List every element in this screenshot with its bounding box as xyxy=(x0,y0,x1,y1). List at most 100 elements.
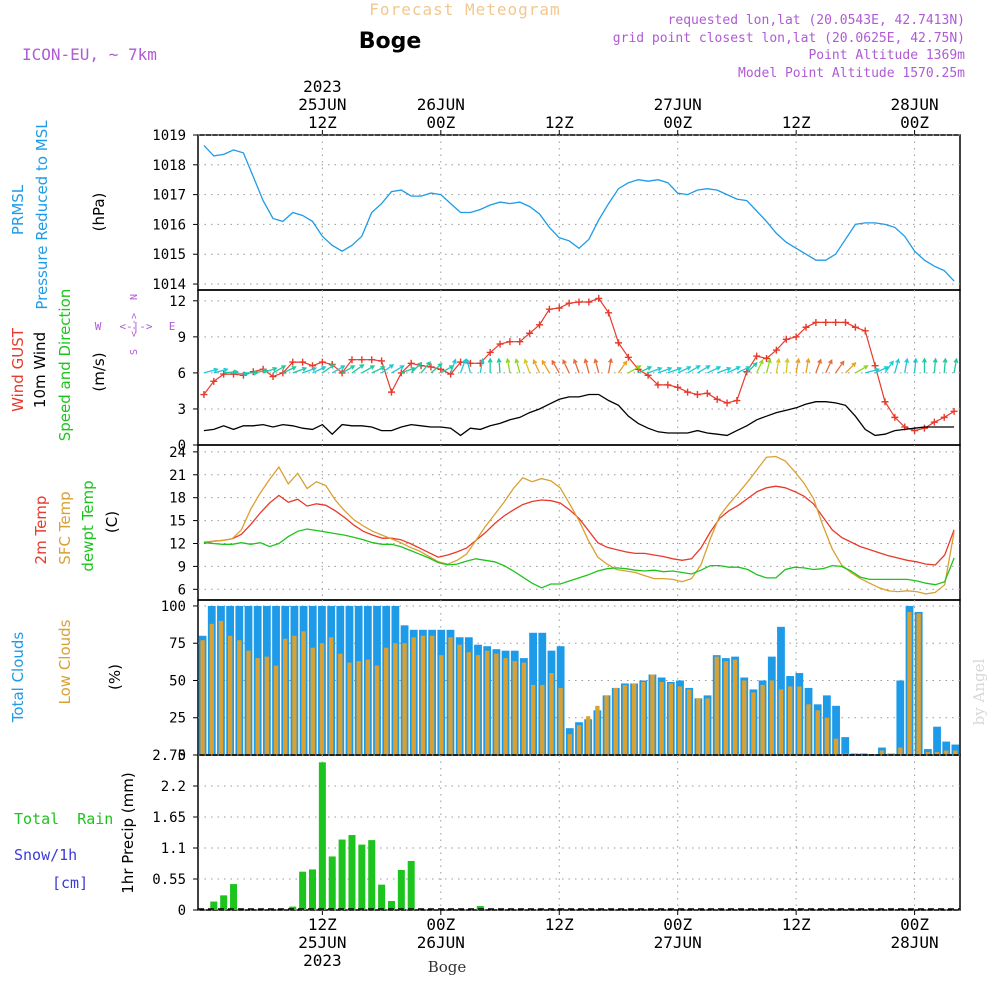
low-cloud-bar xyxy=(723,661,729,755)
wind-direction-arrow xyxy=(904,357,910,374)
wind-direction-arrow xyxy=(321,364,335,374)
precipitation-ytick-label: 2.75 xyxy=(152,748,186,764)
gust-marker xyxy=(605,309,613,317)
wind-direction-arrow xyxy=(381,364,395,374)
low-cloud-bar xyxy=(641,681,646,755)
gust-marker xyxy=(792,333,800,341)
bottom-axis-hour: 12Z xyxy=(308,915,337,934)
rain-bar xyxy=(230,884,238,910)
wind-10m-label: 10m Wind xyxy=(31,332,49,408)
low-cloud-bar xyxy=(218,620,224,755)
gust-marker xyxy=(674,383,682,391)
low-cloud-bar xyxy=(613,687,618,755)
gust-marker xyxy=(506,338,514,346)
low-clouds-label: Low Clouds xyxy=(56,619,74,704)
bottom-axis-date: 25JUN xyxy=(298,933,346,952)
gust-marker xyxy=(555,304,563,312)
compass-rose: N <--> S W <-|-> E xyxy=(95,294,176,355)
precipitation-ytick-label: 1.1 xyxy=(161,841,186,857)
gust-marker xyxy=(210,377,218,385)
precipitation-ytick-label: 1.65 xyxy=(152,810,186,826)
low-cloud-bar xyxy=(585,716,591,755)
wind-direction-arrow xyxy=(430,363,443,374)
wind-direction-arrow xyxy=(932,357,938,373)
pressure-line xyxy=(203,144,955,282)
temperature-ytick-label: 9 xyxy=(178,559,186,575)
gust-marker xyxy=(772,346,780,354)
gust-marker xyxy=(713,395,721,403)
wind-direction-arrow xyxy=(942,357,948,373)
gust-marker xyxy=(802,323,810,331)
total-cloud-bar xyxy=(933,726,941,755)
top-axis-hour: 00Z xyxy=(900,113,929,132)
bottom-axis-year: 2023 xyxy=(303,951,342,970)
temp-2m-line xyxy=(203,485,955,566)
wind-direction-arrow xyxy=(677,366,692,374)
compass-w: W xyxy=(95,320,102,333)
temperature-panel: 6 9 12 15 18 21 24 xyxy=(169,444,961,601)
gust-marker xyxy=(269,373,277,381)
low-cloud-bar xyxy=(512,661,517,755)
precipitation-ytick-label: 0.55 xyxy=(152,872,186,888)
pressure-unit: (hPa) xyxy=(90,193,108,232)
pressure-ytick-label: 1019 xyxy=(152,128,186,144)
gust-marker xyxy=(624,353,632,361)
low-cloud-bar xyxy=(310,647,315,755)
clouds-panel: 0 25 50 75 100 xyxy=(161,599,961,764)
low-cloud-bar xyxy=(503,658,508,755)
rain-bar xyxy=(348,835,356,910)
low-cloud-bar xyxy=(604,695,609,755)
wind-direction-arrow xyxy=(835,360,845,374)
rain-bar xyxy=(407,860,415,910)
low-cloud-bar xyxy=(760,684,765,755)
gridpoint-coords: grid point closest lon,lat (20.0625E, 42… xyxy=(613,31,965,46)
wind-direction-arrow xyxy=(465,358,472,374)
gust-marker xyxy=(763,354,771,362)
temp-unit: (C) xyxy=(103,511,121,533)
wind-direction-arrow xyxy=(697,365,711,374)
wind-ytick-label: 12 xyxy=(169,294,186,310)
gust-marker xyxy=(200,391,208,399)
wind-direction-arrow xyxy=(921,357,927,373)
temperature-ytick-label: 15 xyxy=(169,514,186,530)
wind-direction-arrow xyxy=(647,366,663,374)
rain-label: Total Rain xyxy=(14,810,113,828)
top-axis-year: 2023 xyxy=(303,77,342,96)
wind-gust-label: Wind GUST xyxy=(9,327,27,412)
gust-marker xyxy=(526,329,534,337)
bottom-axis-date: 28JUN xyxy=(891,933,939,952)
wind-direction-arrow xyxy=(855,365,869,374)
low-cloud-bar xyxy=(787,686,793,755)
low-cloud-bar xyxy=(898,747,903,755)
snow-unit-label: [cm] xyxy=(52,874,88,892)
top-axis-hour: 00Z xyxy=(426,113,455,132)
wind-direction-arrow xyxy=(657,366,673,374)
gust-marker xyxy=(565,299,573,307)
rain-bar xyxy=(397,869,405,910)
temp-sfc-line xyxy=(203,455,955,595)
low-cloud-bar xyxy=(200,640,205,755)
wind-direction-arrow xyxy=(845,362,857,374)
total-cloud-bar xyxy=(832,705,840,755)
wind-direction-arrow xyxy=(562,358,570,374)
wind-direction-arrow xyxy=(351,364,365,374)
precipitation-panel: 0 0.55 1.1 1.65 2.2 2.75 xyxy=(152,748,961,919)
location-title: Boge xyxy=(359,29,422,54)
low-cloud-bar xyxy=(686,689,692,755)
low-cloud-bar xyxy=(439,655,444,755)
gust-marker xyxy=(358,356,366,364)
pressure-label-1: PRMSL xyxy=(9,184,27,235)
gust-marker xyxy=(703,389,711,397)
gust-marker xyxy=(861,327,869,335)
wind-direction-arrow xyxy=(479,357,485,374)
precipitation-ytick-label: 2.2 xyxy=(161,779,186,795)
top-axis-date: 28JUN xyxy=(891,95,939,114)
rain-bar xyxy=(299,871,307,910)
pressure-label-2: Pressure Reduced to MSL xyxy=(33,120,51,310)
gust-marker xyxy=(368,356,376,364)
low-cloud-bar xyxy=(384,647,389,755)
low-cloud-bar xyxy=(631,683,637,755)
total-cloud-bar xyxy=(896,680,905,755)
low-cloud-bar xyxy=(797,686,802,755)
pressure-frame xyxy=(197,134,961,291)
